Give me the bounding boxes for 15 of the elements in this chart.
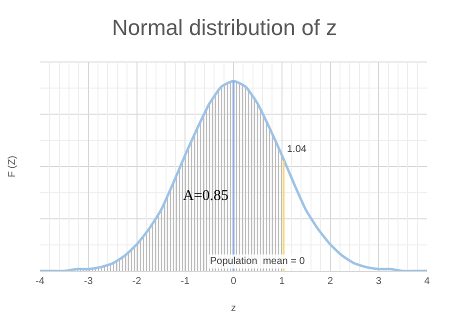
annotation: A=0.85 [183,188,229,204]
x-axis-title: z [231,303,236,314]
x-tick-label: -3 [84,276,94,287]
chart-title: Normal distribution of z [112,14,337,40]
y-axis-title: F (Z) [7,156,18,178]
x-tick-label: 0 [230,276,237,287]
x-tick-label: 2 [327,276,334,287]
ref-line-label: Population mean = 0 [210,256,306,267]
x-tick-label: -1 [180,276,190,287]
ref-line-label: 1.04 [287,144,307,155]
x-tick-label: -2 [132,276,142,287]
x-tick-label: 1 [279,276,286,287]
x-tick-label: 3 [376,276,382,287]
x-tick-label: -4 [36,276,45,287]
x-tick-label: 4 [424,276,430,287]
